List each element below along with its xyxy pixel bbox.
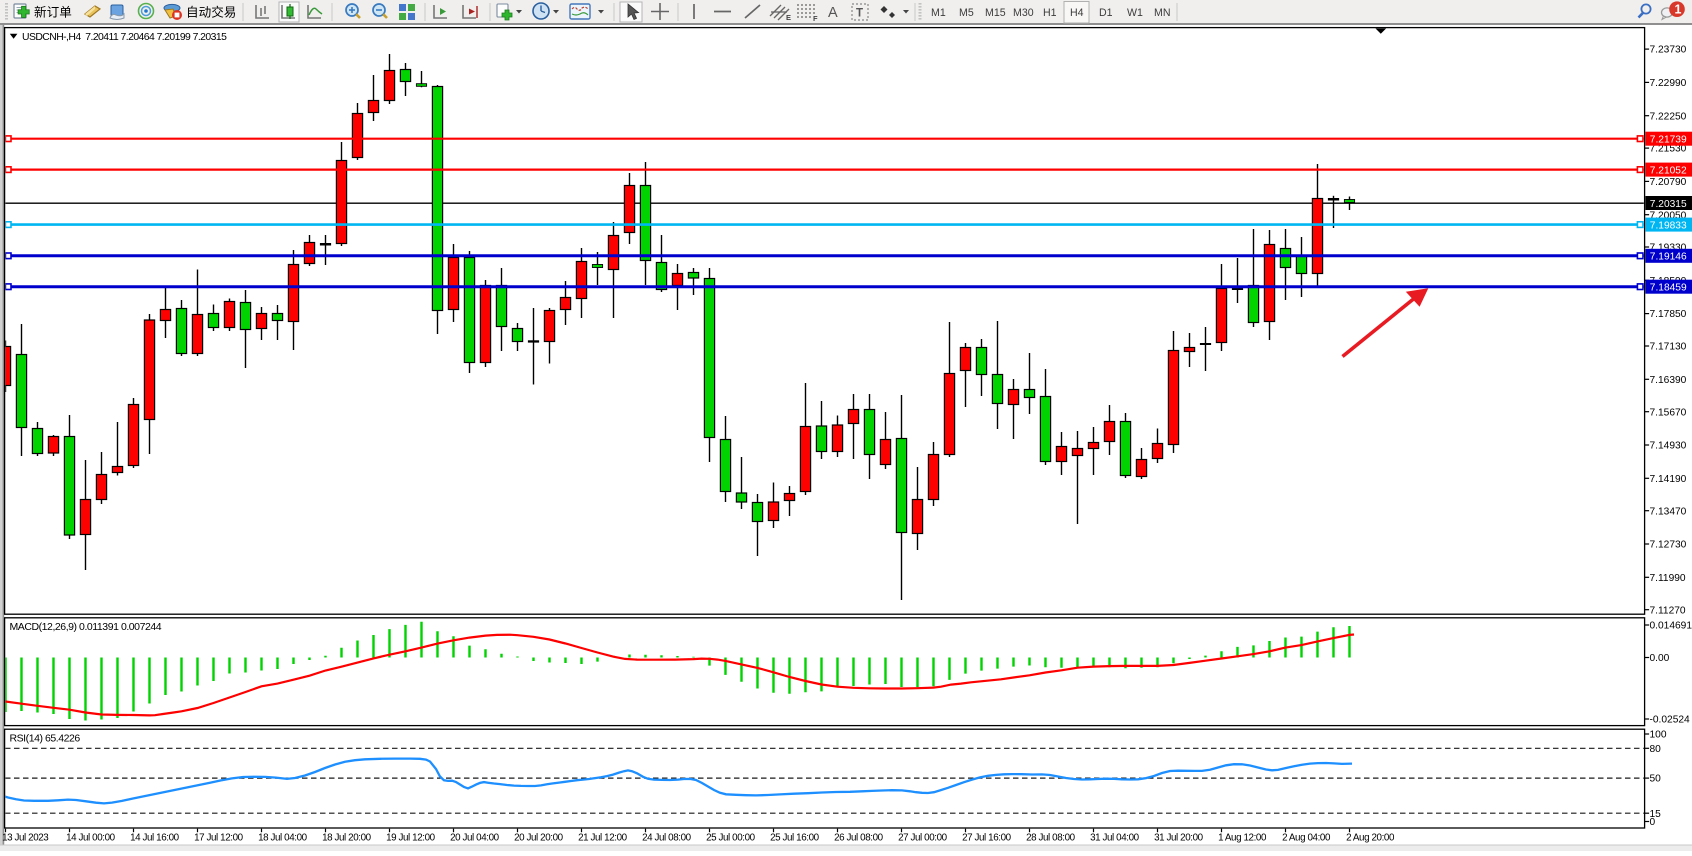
svg-text:2 Aug 20:00: 2 Aug 20:00 (1346, 833, 1395, 844)
svg-text:0.00: 0.00 (1650, 653, 1670, 664)
svg-text:M5: M5 (959, 7, 974, 19)
svg-text:18 Jul 20:00: 18 Jul 20:00 (322, 833, 372, 844)
svg-text:2 Aug 04:00: 2 Aug 04:00 (1282, 833, 1331, 844)
svg-text:M30: M30 (1013, 7, 1034, 19)
svg-text:自动交易: 自动交易 (186, 5, 236, 20)
svg-text:7.15670: 7.15670 (1650, 407, 1687, 418)
svg-text:7.20315: 7.20315 (1650, 199, 1687, 210)
svg-text:7.12730: 7.12730 (1650, 540, 1687, 551)
svg-text:80: 80 (1650, 744, 1662, 755)
svg-text:14 Jul 00:00: 14 Jul 00:00 (66, 833, 116, 844)
svg-text:7.16390: 7.16390 (1650, 375, 1687, 386)
svg-text:7.14190: 7.14190 (1650, 474, 1687, 485)
svg-text:7.17850: 7.17850 (1650, 309, 1687, 320)
svg-text:27 Jul 00:00: 27 Jul 00:00 (898, 833, 948, 844)
svg-text:USDCNH-,H4 7.20411 7.20464 7.: USDCNH-,H4 7.20411 7.20464 7.20199 7.203… (22, 32, 227, 43)
svg-text:31 Jul 20:00: 31 Jul 20:00 (1154, 833, 1204, 844)
svg-text:E: E (786, 13, 791, 22)
svg-text:7.18459: 7.18459 (1650, 283, 1687, 294)
svg-text:M15: M15 (985, 7, 1006, 19)
svg-text:24 Jul 08:00: 24 Jul 08:00 (642, 833, 692, 844)
svg-text:7.11990: 7.11990 (1650, 573, 1686, 584)
svg-text:A: A (828, 5, 838, 21)
svg-text:25 Jul 16:00: 25 Jul 16:00 (770, 833, 820, 844)
svg-text:7.19146: 7.19146 (1650, 252, 1687, 263)
svg-text:18 Jul 04:00: 18 Jul 04:00 (258, 833, 308, 844)
svg-text:1 Aug 12:00: 1 Aug 12:00 (1218, 833, 1267, 844)
svg-text:50: 50 (1650, 774, 1662, 785)
svg-text:27 Jul 16:00: 27 Jul 16:00 (962, 833, 1012, 844)
svg-text:H4: H4 (1070, 7, 1084, 19)
svg-text:7.20790: 7.20790 (1650, 177, 1687, 188)
svg-text:7.11270: 7.11270 (1650, 605, 1686, 616)
svg-text:7.17130: 7.17130 (1650, 342, 1687, 353)
svg-text:0: 0 (1650, 817, 1656, 828)
svg-text:H1: H1 (1043, 7, 1057, 19)
svg-text:7.23730: 7.23730 (1650, 45, 1687, 56)
svg-text:F: F (813, 14, 818, 23)
svg-text:-0.02524: -0.02524 (1650, 715, 1691, 726)
svg-text:28 Jul 08:00: 28 Jul 08:00 (1026, 833, 1076, 844)
svg-text:26 Jul 08:00: 26 Jul 08:00 (834, 833, 884, 844)
svg-text:7.22250: 7.22250 (1650, 111, 1687, 122)
svg-text:D1: D1 (1099, 7, 1113, 19)
svg-text:M1: M1 (931, 7, 946, 19)
svg-text:新订单: 新订单 (34, 5, 72, 20)
svg-text:W1: W1 (1127, 7, 1143, 19)
svg-text:21 Jul 12:00: 21 Jul 12:00 (578, 833, 628, 844)
svg-text:14 Jul 16:00: 14 Jul 16:00 (130, 833, 180, 844)
svg-text:0.014691: 0.014691 (1650, 621, 1692, 632)
svg-text:1: 1 (1675, 3, 1682, 17)
svg-text:7.22990: 7.22990 (1650, 78, 1687, 89)
svg-text:100: 100 (1650, 730, 1667, 741)
svg-text:7.13470: 7.13470 (1650, 506, 1687, 517)
svg-text:RSI(14) 65.4226: RSI(14) 65.4226 (10, 733, 81, 745)
svg-text:7.21739: 7.21739 (1650, 135, 1687, 146)
svg-text:25 Jul 00:00: 25 Jul 00:00 (706, 833, 756, 844)
svg-text:20 Jul 04:00: 20 Jul 04:00 (450, 833, 500, 844)
svg-text:7.19833: 7.19833 (1650, 220, 1687, 231)
svg-text:7.14930: 7.14930 (1650, 441, 1687, 452)
svg-text:7.21052: 7.21052 (1650, 165, 1687, 176)
svg-text:20 Jul 20:00: 20 Jul 20:00 (514, 833, 564, 844)
svg-text:17 Jul 12:00: 17 Jul 12:00 (194, 833, 244, 844)
svg-text:T: T (856, 8, 863, 20)
svg-text:31 Jul 04:00: 31 Jul 04:00 (1090, 833, 1140, 844)
svg-text:MACD(12,26,9) 0.011391 0.00724: MACD(12,26,9) 0.011391 0.007244 (10, 621, 162, 633)
svg-text:MN: MN (1154, 7, 1170, 19)
svg-text:13 Jul 2023: 13 Jul 2023 (2, 833, 49, 844)
svg-text:19 Jul 12:00: 19 Jul 12:00 (386, 833, 436, 844)
